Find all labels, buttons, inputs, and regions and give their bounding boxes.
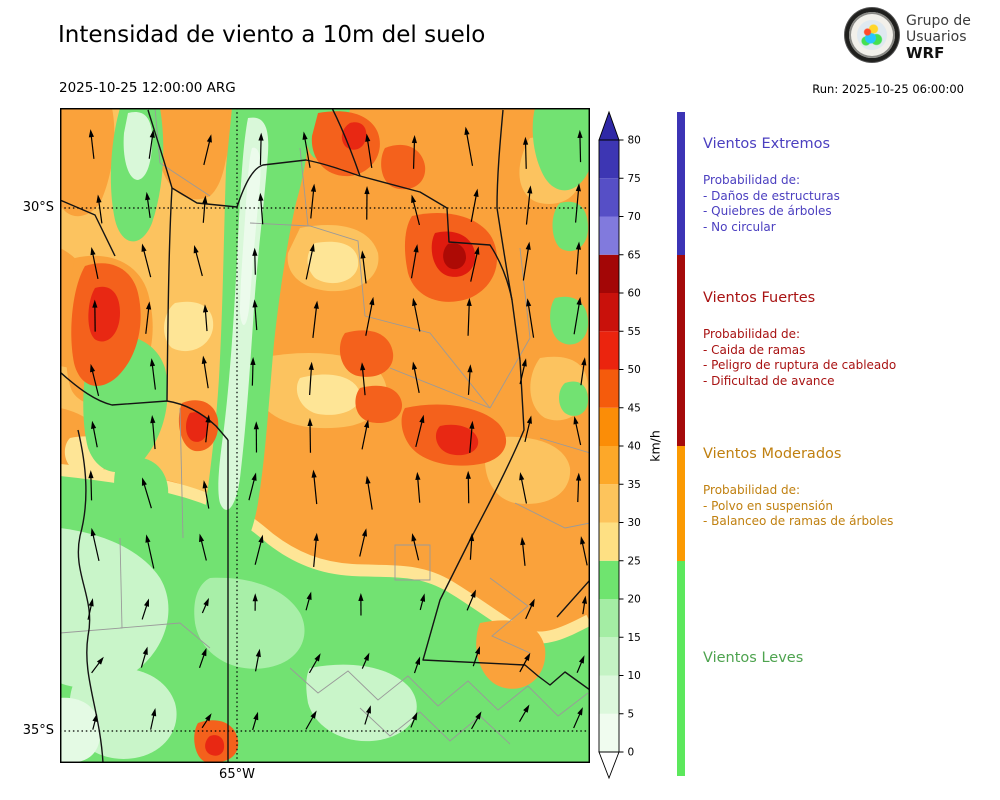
logo-line-wrf: WRF: [906, 44, 945, 62]
colorbar-tick-label: 80: [628, 135, 641, 147]
valid-datetime-label: 2025-10-25 12:00:00 ARG: [59, 80, 236, 96]
wrf-logo-map: [857, 20, 887, 50]
department-borders: [59, 107, 591, 745]
wind-map: [59, 107, 594, 764]
legend-details-fuertes: Probabilidad de: - Caida de ramas - Peli…: [703, 327, 995, 389]
logo-line-2: Usuarios: [906, 29, 967, 45]
lon-label-65w: 65°W: [219, 767, 255, 782]
model-run-label: Run: 2025-10-25 06:00:00: [812, 82, 964, 96]
wind-arrows: [87, 126, 588, 731]
colorbar-tick-label: 75: [628, 173, 641, 185]
high-wind-cells: [71, 111, 507, 763]
colorbar-tick-label: 15: [628, 632, 641, 644]
legend-extreme-winds: Vientos Extremos Probabilidad de: - Daño…: [703, 136, 995, 235]
legend-details-title: Probabilidad de:: [703, 173, 801, 187]
colorbar-tick-label: 10: [628, 670, 641, 682]
colorbar-unit-label: km/h: [647, 430, 663, 462]
category-color-strip: [677, 112, 685, 776]
legend-detail-item: - Caida de ramas: [703, 342, 806, 357]
legend-detail-item: - No circular: [703, 219, 776, 234]
legend-heading-moderados: Vientos Moderados: [703, 446, 842, 462]
wrf-logo-icon: [845, 8, 899, 62]
colorbar-tick-label: 60: [628, 288, 641, 300]
legend-moderate-winds: Vientos Moderados Probabilidad de: - Pol…: [703, 446, 995, 530]
colorbar-tick-label: 70: [628, 211, 641, 223]
wind-map-svg: [59, 107, 594, 764]
page-title: Intensidad de viento a 10m del suelo: [58, 22, 486, 48]
legend-heading-leves: Vientos Leves: [703, 650, 804, 666]
legend-detail-item: - Daños de estructuras: [703, 188, 840, 203]
legend-details-extremos: Probabilidad de: - Daños de estructuras …: [703, 173, 995, 235]
contour-fills: [59, 108, 594, 763]
colorbar-tick-label: 35: [628, 479, 641, 491]
colorbar-tick-label: 0: [628, 747, 635, 759]
colorbar-tick-label: 20: [628, 594, 641, 606]
lat-label-35s: 35°S: [22, 723, 54, 738]
logo-line-1: Grupo de: [906, 13, 971, 29]
legend-detail-item: - Balanceo de ramas de árboles: [703, 514, 894, 528]
category-strip-segment: [677, 254, 685, 446]
colorbar-svg: 0 5 10 15 20 25 30 35 40 45 50 55 60 65 70 75 80: [598, 110, 641, 780]
legend-detail-item: - Dificultad de avance: [703, 373, 835, 388]
graticule-lines: [60, 108, 590, 763]
colorbar-tick-label: 45: [628, 402, 641, 414]
legend-detail-item: - Polvo en suspensión: [703, 498, 833, 513]
legend-details-moderados: Probabilidad de: - Polvo en suspensión -…: [703, 483, 995, 530]
colorbar-tick-label: 40: [628, 441, 641, 453]
wrf-logo-ring: [849, 12, 895, 58]
colorbar-tick-label: 5: [628, 708, 635, 720]
colorbar-tick-label: 65: [628, 249, 641, 261]
colorbar: 0 5 10 15 20 25 30 35 40 45 50 55 60 65 70 75 80: [595, 105, 680, 797]
logo-text: Grupo de Usuarios WRF: [906, 13, 971, 61]
category-strip-segment: [677, 560, 685, 776]
legend-detail-item: - Quiebres de árboles: [703, 204, 832, 218]
category-strip-segment: [677, 446, 685, 561]
legend-details-title: Probabilidad de:: [703, 327, 801, 341]
legend-details-title: Probabilidad de:: [703, 483, 801, 497]
legend-strong-winds: Vientos Fuertes Probabilidad de: - Caida…: [703, 290, 995, 389]
map-frame: [59, 107, 591, 764]
category-strip-segment: [677, 112, 685, 255]
legend-light-winds: Vientos Leves: [703, 650, 995, 666]
colorbar-tick-label: 55: [628, 326, 641, 338]
colorbar-tick-label: 30: [628, 517, 641, 529]
lat-label-30s: 30°S: [22, 200, 54, 215]
legend-heading-extremos: Vientos Extremos: [703, 136, 831, 152]
legend-heading-fuertes: Vientos Fuertes: [703, 290, 816, 306]
colorbar-tick-label: 50: [628, 364, 641, 376]
legend-detail-item: - Peligro de ruptura de cableado: [703, 358, 897, 372]
colorbar-tick-label: 25: [628, 555, 641, 567]
